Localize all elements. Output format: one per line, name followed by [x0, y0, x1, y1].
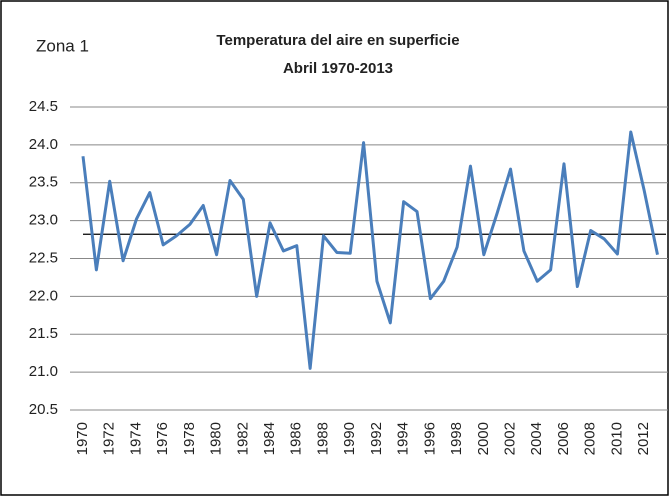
- x-tick-label: 2012: [635, 422, 652, 455]
- data-line: [81, 130, 659, 370]
- y-tick-label: 21.5: [29, 325, 58, 342]
- x-tick-label: 1976: [154, 422, 171, 455]
- x-tick-label: 2006: [555, 422, 572, 455]
- x-tick-label: 1978: [181, 422, 198, 455]
- x-tick-label: 1986: [288, 422, 305, 455]
- x-tick-label: 2010: [608, 422, 625, 455]
- y-tick-label: 24.0: [29, 136, 58, 153]
- y-tick-label: 23.5: [29, 174, 58, 191]
- x-tick-label: 1988: [314, 422, 331, 455]
- x-tick-label: 2004: [528, 422, 545, 455]
- y-tick-label: 24.5: [29, 98, 58, 115]
- x-tick-label: 2008: [582, 422, 599, 455]
- x-tick-label: 1974: [127, 422, 144, 455]
- y-tick-label: 20.5: [29, 401, 58, 418]
- x-tick-label: 1994: [395, 422, 412, 455]
- y-tick-label: 21.0: [29, 363, 58, 380]
- chart-subtitle: Abril 1970-2013: [283, 60, 393, 77]
- y-tick-label: 22.5: [29, 249, 58, 266]
- x-tick-label: 2000: [475, 422, 492, 455]
- y-tick-label: 23.0: [29, 212, 58, 229]
- x-tick-label: 1984: [261, 422, 278, 455]
- x-tick-label: 1992: [368, 422, 385, 455]
- x-tick-label: 1982: [234, 422, 251, 455]
- x-tick-label: 1972: [101, 422, 118, 455]
- chart-title: Temperatura del aire en superficie: [216, 32, 459, 49]
- zone-label: Zona 1: [36, 36, 89, 55]
- x-tick-label: 1990: [341, 422, 358, 455]
- x-tick-label: 1980: [208, 422, 225, 455]
- x-tick-label: 1970: [74, 422, 91, 455]
- x-tick-label: 2002: [502, 422, 519, 455]
- y-tick-label: 22.0: [29, 287, 58, 304]
- x-tick-label: 1998: [448, 422, 465, 455]
- x-tick-label: 1996: [421, 422, 438, 455]
